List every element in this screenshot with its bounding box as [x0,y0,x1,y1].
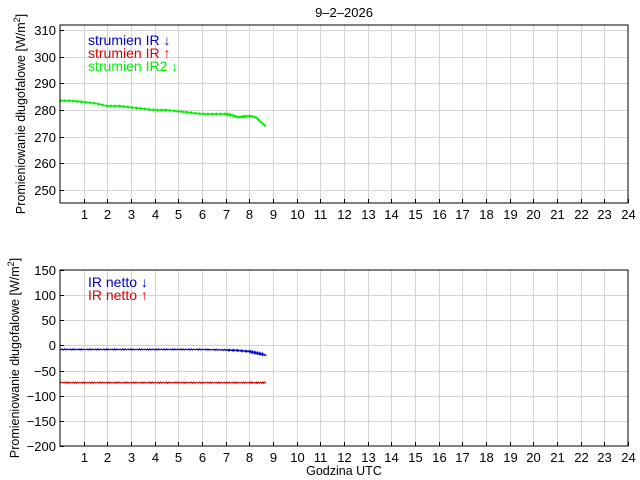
upper-x-tick-label: 20 [526,207,540,222]
upper-x-tick-label: 1 [81,207,88,222]
upper-x-tick-label: 15 [408,207,422,222]
lower-y-tick-label: 100 [34,288,56,303]
lower-x-tick-label: 11 [314,450,328,465]
lower-y-tick-label: −50 [34,364,56,379]
upper-x-tick-label: 5 [175,207,182,222]
upper-y-tick-label: 250 [34,183,56,198]
lower-x-tick-label: 5 [175,450,182,465]
upper-y-axis-label: Promieniowanie długofalowe [W/m2] [12,14,28,214]
lower-y-tick-label: 50 [42,313,56,328]
upper-chart-series [59,98,267,128]
lower-y-tick-label: 150 [34,263,56,278]
lower-x-tick-label: 10 [290,450,304,465]
upper-x-tick-label: 17 [455,207,469,222]
upper-x-tick-label: 22 [574,207,588,222]
lower-x-tick-label: 9 [270,450,277,465]
lower-x-tick-label: 8 [246,450,253,465]
upper-chart-ticks: 1 2 3 4 5 6 7 8 9 10 11 12 13 14 15 16 17 18 19 20 21 22 23 242… [34,23,635,222]
lower-chart-legend: IR netto ↓IR netto ↑ [88,274,148,303]
upper-x-tick-label: 6 [199,207,206,222]
lower-x-tick-label: 20 [526,450,540,465]
lower-series-line-1 [59,381,267,385]
lower-chart-series [59,348,267,385]
upper-legend-entry: strumien IR ↑ [88,45,170,61]
lower-x-tick-label: 17 [455,450,469,465]
upper-y-tick-label: 260 [34,156,56,171]
lower-chart-panel: 1 2 3 4 5 6 7 8 9 10 11 12 13 14 15 16 17 18 19 20 21 22 23 24−… [6,258,636,478]
upper-legend-entry: strumien IR2 ↓ [88,58,178,74]
lower-legend-entry: IR netto ↓ [88,274,148,290]
upper-x-tick-label: 21 [550,207,564,222]
upper-x-tick-label: 11 [314,207,328,222]
lower-y-tick-label: 0 [49,338,56,353]
lower-chart-ticks: 1 2 3 4 5 6 7 8 9 10 11 12 13 14 15 16 17 18 19 20 21 22 23 24−… [27,263,636,465]
upper-series-line-2 [59,98,267,128]
lower-legend-entry: IR netto ↑ [88,287,148,303]
lower-x-tick-label: 19 [503,450,517,465]
upper-y-tick-label: 310 [34,23,56,38]
lower-y-tick-label: −150 [27,414,56,429]
chart-title: 9–2–2026 [315,5,373,20]
upper-x-tick-label: 9 [270,207,277,222]
lower-x-tick-label: 15 [408,450,422,465]
lower-x-tick-label: 16 [432,450,446,465]
lower-x-tick-label: 23 [597,450,611,465]
upper-x-tick-label: 2 [104,207,111,222]
lower-x-tick-label: 13 [361,450,375,465]
lower-x-tick-label: 6 [199,450,206,465]
upper-x-tick-label: 18 [479,207,493,222]
lower-x-tick-label: 21 [550,450,564,465]
lower-x-tick-label: 22 [574,450,588,465]
lower-y-axis-label: Promieniowanie długofalowe [W/m2] [6,258,22,458]
upper-y-tick-label: 300 [34,50,56,65]
lower-x-tick-label: 1 [81,450,88,465]
upper-x-tick-label: 23 [597,207,611,222]
x-axis-label: Godzina UTC [306,464,382,478]
upper-x-tick-label: 10 [290,207,304,222]
upper-x-tick-label: 14 [384,207,398,222]
upper-x-tick-label: 3 [128,207,135,222]
upper-y-tick-label: 280 [34,103,56,118]
lower-x-tick-label: 24 [621,450,635,465]
upper-chart-panel: 1 2 3 4 5 6 7 8 9 10 11 12 13 14 15 16 17 18 19 20 21 22 23 242… [12,5,636,222]
upper-chart-legend: strumien IR ↓strumien IR ↑strumien IR2 ↓ [88,32,178,74]
upper-x-tick-label: 16 [432,207,446,222]
upper-x-tick-label: 8 [246,207,253,222]
upper-x-tick-label: 13 [361,207,375,222]
lower-x-tick-label: 3 [128,450,135,465]
upper-x-tick-label: 7 [223,207,230,222]
lower-y-tick-label: −100 [27,389,56,404]
lower-x-tick-label: 7 [223,450,230,465]
upper-x-tick-label: 4 [152,207,159,222]
lower-chart-grid [60,270,628,446]
lower-x-tick-label: 2 [104,450,111,465]
lower-x-tick-label: 14 [384,450,398,465]
lower-x-tick-label: 12 [337,450,351,465]
upper-x-tick-label: 19 [503,207,517,222]
lower-series-line-0 [59,348,267,357]
upper-y-tick-label: 270 [34,130,56,145]
upper-x-tick-label: 12 [337,207,351,222]
upper-legend-entry: strumien IR ↓ [88,32,170,48]
lower-y-tick-label: −200 [27,439,56,454]
upper-y-tick-label: 290 [34,76,56,91]
lower-x-tick-label: 18 [479,450,493,465]
lower-x-tick-label: 4 [152,450,159,465]
upper-x-tick-label: 24 [621,207,635,222]
